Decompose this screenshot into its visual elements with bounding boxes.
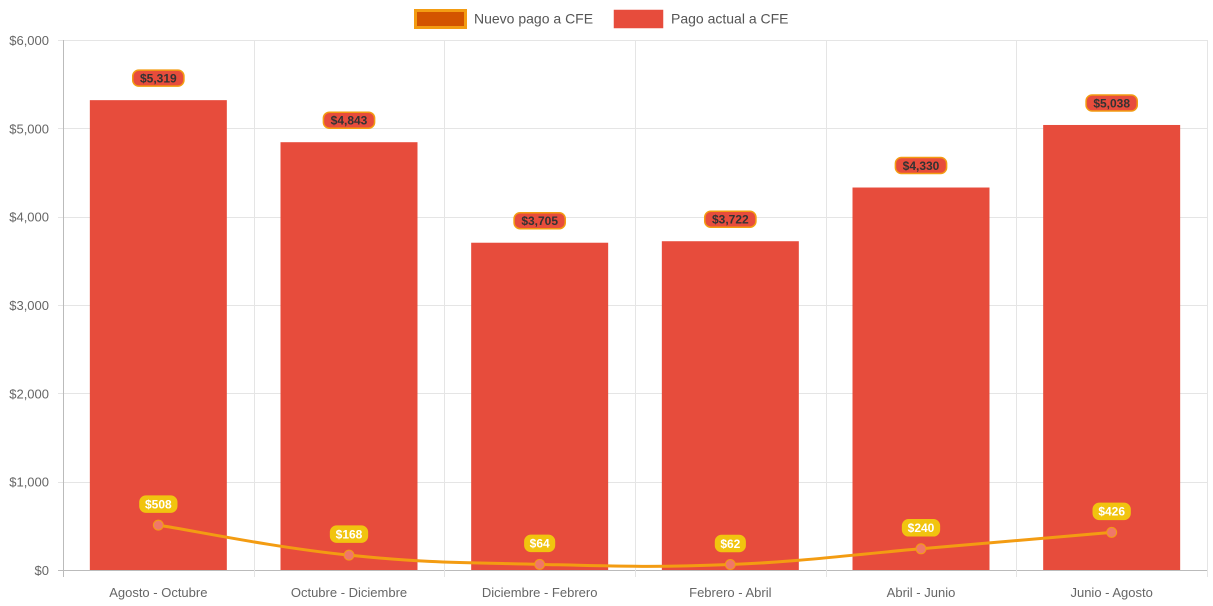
grid	[58, 40, 1208, 577]
bar-value-label-box	[894, 156, 948, 175]
legend-item-nuevo-pago[interactable]: Nuevo pago a CFE	[414, 9, 594, 29]
line-value-label: $168	[329, 525, 369, 543]
bar[interactable]	[471, 242, 609, 570]
bar-value-label-text: $5,038	[1093, 96, 1130, 110]
bar-value-label-text: $4,330	[903, 159, 940, 173]
bar-value-label: $4,843	[322, 111, 376, 129]
x-tick-label: Octubre - Diciembre	[291, 585, 407, 600]
x-axis: Agosto - Octubre Octubre - Diciembre Dicie…	[109, 585, 1153, 600]
bar-value-label: $4,330	[894, 156, 948, 175]
x-tick-label: Agosto - Octubre	[109, 585, 207, 600]
bar-value-label: $5,319	[131, 69, 185, 87]
legend-label-nuevo-pago: Nuevo pago a CFE	[474, 11, 593, 27]
line-value-label: $508	[139, 495, 178, 513]
bar-value-label-text: $4,843	[331, 114, 368, 128]
line-value-label: $426	[1092, 502, 1131, 521]
bar-value-label-box	[513, 211, 567, 230]
bar[interactable]	[852, 187, 990, 570]
line-value-label-text: $240	[908, 521, 935, 535]
line-point[interactable]	[915, 543, 927, 555]
line-value-label-box	[714, 534, 746, 553]
line-value-label-text: $168	[336, 527, 363, 541]
line-value-label-box	[329, 525, 369, 543]
line-value-label-text: $64	[530, 537, 550, 551]
line-value-label: $240	[901, 519, 941, 537]
y-tick-label: $6,000	[9, 33, 49, 48]
x-tick-label: Diciembre - Febrero	[482, 585, 598, 600]
bar-value-label-box	[703, 210, 757, 228]
line-value-label-text: $62	[720, 537, 740, 551]
bar[interactable]	[280, 142, 418, 570]
x-tick-label: Junio - Agosto	[1070, 585, 1152, 600]
legend: Nuevo pago a CFE Pago actual a CFE	[414, 9, 789, 29]
y-tick-label: $5,000	[9, 121, 49, 136]
y-axis: $0 $1,000 $2,000 $3,000 $4,000 $5,000 $6,000	[9, 33, 49, 578]
bar-series	[89, 100, 1181, 570]
bar[interactable]	[1043, 124, 1181, 570]
line-path	[158, 523, 1112, 568]
bar-value-label-text: $3,722	[712, 213, 749, 227]
line-value-label-box	[901, 519, 941, 537]
legend-item-pago-actual[interactable]: Pago actual a CFE	[613, 9, 789, 29]
x-tick-label: Abril - Junio	[887, 585, 956, 600]
bar[interactable]	[89, 100, 227, 570]
line-value-label-box	[524, 534, 556, 553]
y-tick-label: $2,000	[9, 386, 49, 401]
bar-value-label-box	[1085, 94, 1139, 112]
line-point[interactable]	[152, 519, 164, 531]
line-value-label-text: $426	[1098, 505, 1125, 519]
line-point[interactable]	[1106, 526, 1118, 538]
bar-value-label-text: $5,319	[140, 71, 177, 85]
line-value-label: $64	[524, 534, 556, 553]
line-value-label-text: $508	[145, 497, 172, 511]
x-tick-label: Febrero - Abril	[689, 585, 771, 600]
bar[interactable]	[661, 241, 799, 570]
y-tick-label: $3,000	[9, 298, 49, 313]
line-point[interactable]	[534, 558, 546, 570]
line-value-label: $62	[714, 534, 746, 553]
y-tick-label: $4,000	[9, 210, 49, 225]
bar-value-label-box	[322, 111, 376, 129]
bar-value-label: $3,722	[703, 210, 757, 228]
bar-value-label-text: $3,705	[521, 214, 558, 228]
y-tick-label: $1,000	[9, 475, 49, 490]
line-series	[152, 519, 1118, 571]
line-point[interactable]	[343, 549, 355, 561]
data-labels: $5,319 $4,843 $3,705 $3,722 $4,330 $5,038 $508…	[131, 69, 1139, 553]
bar-value-label: $5,038	[1085, 94, 1139, 112]
bar-value-label-box	[131, 69, 185, 87]
legend-label-pago-actual: Pago actual a CFE	[671, 11, 789, 27]
bar-value-label: $3,705	[513, 211, 567, 230]
line-value-label-box	[1092, 502, 1131, 521]
legend-swatch-pago-actual	[613, 9, 664, 29]
line-point[interactable]	[724, 559, 736, 571]
y-tick-label: $0	[35, 563, 49, 578]
legend-swatch-nuevo-pago	[414, 9, 467, 29]
line-value-label-box	[139, 495, 178, 513]
